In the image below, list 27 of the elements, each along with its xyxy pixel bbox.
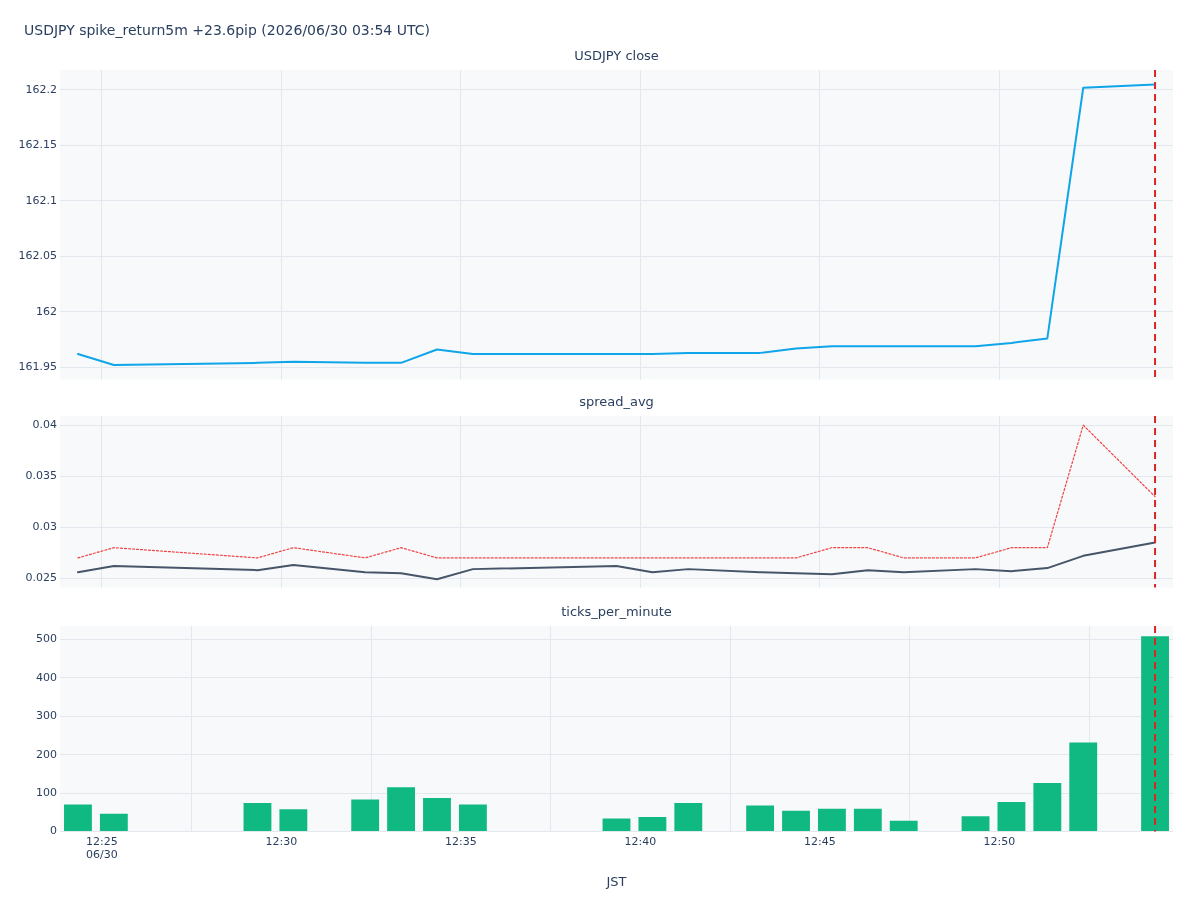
x-tick-label: 12:40 xyxy=(624,834,657,848)
x-tick-label: 12:25 06/30 xyxy=(86,834,118,862)
y-tick-label: 400 xyxy=(36,670,57,684)
y-tick-label: 0.03 xyxy=(32,520,57,534)
y-tick-label: 500 xyxy=(36,632,57,646)
x-axis-title: JST xyxy=(605,873,627,889)
x-tick-label: 12:45 xyxy=(804,834,836,848)
y-tick-label: 0.025 xyxy=(25,571,57,585)
y-tick-label: 0.035 xyxy=(25,469,57,483)
y-tick-label: 100 xyxy=(36,785,57,799)
y-tick-label: 300 xyxy=(36,709,57,723)
y-tick-label: 0.04 xyxy=(32,418,57,432)
y-tick-label: 162.1 xyxy=(25,193,57,207)
x-tick-label: 12:50 xyxy=(983,834,1016,848)
x-tick-label: 12:30 xyxy=(265,834,298,848)
y-tick-label: 200 xyxy=(36,747,57,761)
y-tick-label: 162.2 xyxy=(25,82,57,96)
y-tick-label: 161.95 xyxy=(18,360,57,374)
y-tick-label: 162.05 xyxy=(18,249,57,263)
chart-title: ticks_per_minute xyxy=(561,604,672,620)
x-tick-label: 12:35 xyxy=(445,834,477,848)
chart-title: USDJPY spike_return5m +23.6pip (2026/06/30 03:54 UTC) xyxy=(24,21,430,39)
y-tick-label: 0 xyxy=(50,824,57,838)
y-tick-label: 162 xyxy=(36,304,57,318)
chart-title: spread_avg xyxy=(579,394,654,410)
chart-subtitle: USDJPY close xyxy=(574,48,659,64)
y-tick-label: 162.15 xyxy=(18,138,57,152)
